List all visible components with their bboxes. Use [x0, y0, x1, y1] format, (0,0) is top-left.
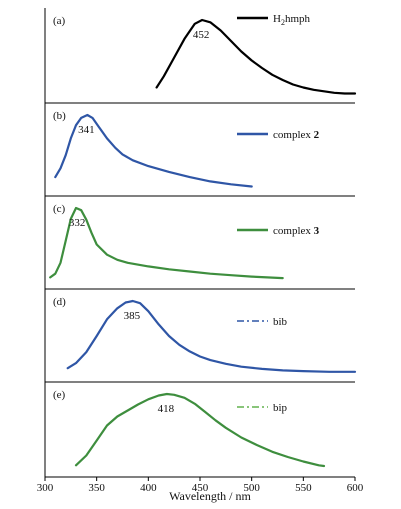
legend-subscript: 2 [281, 18, 285, 27]
panel-d: (d) 385 bib [53, 296, 357, 373]
spectrum-curve [74, 392, 326, 468]
peak-label: 385 [124, 310, 141, 322]
x-tick-label: 350 [88, 482, 105, 494]
legend-label: bib [273, 316, 288, 328]
peak-label: 341 [78, 124, 95, 136]
panel-label: (c) [53, 203, 66, 215]
x-axis: 300 350 400 450 500 550 600 [37, 477, 364, 494]
spectrum-curve [155, 18, 357, 95]
legend-text: bib [273, 316, 288, 328]
peak-label: 452 [193, 29, 210, 41]
legend-text: complex [273, 129, 314, 141]
panel-label: (a) [53, 15, 66, 27]
legend-bold-number: 2 [314, 129, 320, 141]
peak-label: 332 [69, 217, 86, 229]
x-axis-label: Wavelength / nm [169, 489, 251, 503]
panel-c: (c)332 complex 3 [49, 203, 320, 280]
x-tick-label: 300 [37, 482, 54, 494]
legend-label: complex 3 [273, 225, 320, 237]
x-tick-label: 550 [295, 482, 312, 494]
spectrum-curve [49, 206, 284, 280]
panel-label: (e) [53, 389, 66, 401]
legend-label: bip [273, 402, 288, 414]
x-tick-label: 450 [192, 482, 209, 494]
legend-text-rest: hmph [285, 13, 311, 25]
legend-text: bip [273, 402, 288, 414]
peak-label: 418 [158, 403, 175, 415]
x-tick-label: 400 [140, 482, 157, 494]
legend-text: complex [273, 225, 314, 237]
legend-label: H2hmph [273, 13, 311, 27]
panel-label: (d) [53, 296, 66, 308]
spectrum-curve [54, 113, 253, 188]
panel-a: (a) 452 H2hmph [53, 13, 357, 95]
panel-b: (b) 341 complex 2 [53, 110, 320, 188]
legend-text: H [273, 13, 281, 25]
panel-label: (b) [53, 110, 66, 122]
x-tick-label: 500 [243, 482, 260, 494]
spectrum-curve [66, 299, 357, 373]
x-tick-label: 600 [347, 482, 364, 494]
legend-bold-number: 3 [314, 225, 320, 237]
panel-e: (e) 418 bip [53, 389, 326, 468]
legend-label: complex 2 [273, 129, 320, 141]
